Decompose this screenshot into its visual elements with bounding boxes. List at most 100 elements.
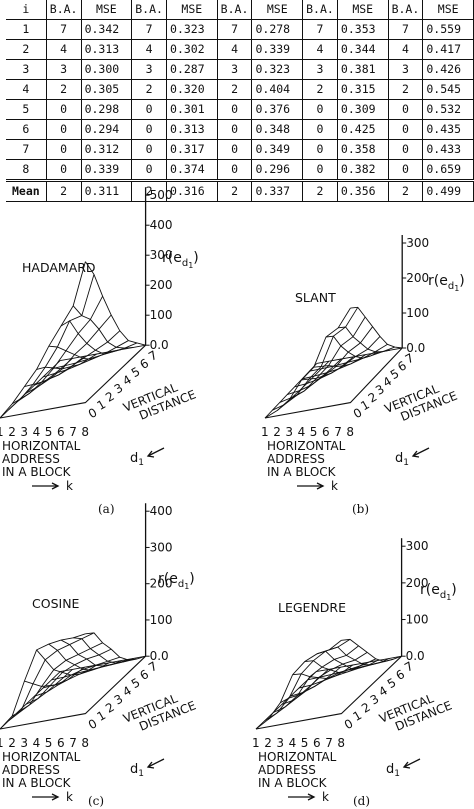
surface-line-d xyxy=(72,305,134,349)
z-tick-label: 100 xyxy=(406,306,429,320)
x-tick-label: 1 xyxy=(261,425,269,439)
figure-caption: (b) xyxy=(352,502,369,516)
z-axis-label: r(ed1) xyxy=(428,273,465,293)
surface-line-k xyxy=(42,340,129,378)
x-axis-label: ADDRESS xyxy=(267,452,325,466)
surface-line-d xyxy=(280,666,341,703)
z-tick-label: 300 xyxy=(150,540,173,554)
z-tick-label: 400 xyxy=(150,504,173,518)
table-cell: Mean xyxy=(6,179,47,202)
x-tick-label: 3 xyxy=(20,425,28,439)
surface-line-k xyxy=(0,261,86,419)
surface-line-d xyxy=(36,353,98,370)
x-tick-label: 7 xyxy=(334,425,342,439)
surface-line-d xyxy=(289,358,342,400)
z-tick-label: 200 xyxy=(406,576,429,590)
y-direction-arrow xyxy=(147,447,165,457)
z-tick-label: 200 xyxy=(150,278,173,292)
table-cell: 2 xyxy=(387,179,424,202)
x-tick-label: 8 xyxy=(81,736,89,750)
surface-line-d xyxy=(73,637,134,664)
surface-line-d xyxy=(350,306,403,349)
figure-caption: (c) xyxy=(88,794,104,808)
plot-title: LEGENDRE xyxy=(278,600,346,615)
y-variable-label: d1 xyxy=(386,762,400,779)
table-cell: 0.300 xyxy=(80,59,133,80)
table-header-cell: B.A. xyxy=(216,0,253,20)
table-row: 4 2 0.305 2 0.320 2 0.404 2 0.315 2 0.545 xyxy=(6,79,474,100)
ba-mse-table: i B.A. MSE B.A. MSE B.A. MSE B.A. MSE B.… xyxy=(6,0,474,202)
x-tick-label: 7 xyxy=(325,736,333,750)
x-tick-label: 6 xyxy=(57,425,65,439)
x-axis-label: IN A BLOCK xyxy=(2,776,72,790)
x-tick-label: 7 xyxy=(69,736,77,750)
z-tick-label: 300 xyxy=(406,539,429,553)
x-axis-label: IN A BLOCK xyxy=(258,776,328,790)
y-variable-label: d1 xyxy=(130,451,144,468)
z-tick-label: 0.0 xyxy=(406,649,425,663)
y-direction-arrowhead xyxy=(146,761,155,769)
x-variable-label: k xyxy=(331,479,338,493)
table-cell: 0.356 xyxy=(336,179,389,202)
surface-line-d xyxy=(255,671,317,730)
x-tick-label: 4 xyxy=(33,736,41,750)
table-cell: 2 xyxy=(302,79,338,100)
x-tick-label: 2 xyxy=(8,736,16,750)
x-tick-label: 3 xyxy=(285,425,293,439)
table-cell: 3 xyxy=(216,59,253,80)
x-tick-label: 8 xyxy=(346,425,354,439)
table-cell: 0.559 xyxy=(422,19,474,40)
table-mean-row: Mean 2 0.311 2 0.316 2 0.337 2 0.356 2 0.499 xyxy=(6,179,474,202)
table-cell: 0 xyxy=(216,139,253,160)
surface-plot-cosine: 0.0100200300400r(ed1)1234567876543210VER… xyxy=(0,503,198,808)
x-axis-label: IN A BLOCK xyxy=(267,465,337,479)
table-row: 8 0 0.339 0 0.374 0 0.296 0 0.382 0 0.659 xyxy=(6,159,474,181)
z-axis-label: r(ed1) xyxy=(162,250,199,270)
x-tick-label: 5 xyxy=(45,425,53,439)
y-direction-arrowhead xyxy=(402,761,411,769)
x-axis-label: HORIZONTAL xyxy=(2,439,81,453)
table-body: 1 7 0.342 7 0.323 7 0.278 7 0.353 7 0.559 2 4 0.313 4 0… xyxy=(6,19,474,202)
z-axis-label: r(ed1) xyxy=(420,582,457,602)
surface-line-d xyxy=(60,320,122,355)
table-cell: 0.344 xyxy=(336,39,389,60)
surface-line-d xyxy=(267,669,329,720)
surface-line-d xyxy=(85,632,146,661)
x-axis-label: HORIZONTAL xyxy=(258,750,337,764)
table-cell: 0.426 xyxy=(422,59,474,80)
surface-line-d xyxy=(301,356,354,381)
table-cell: 0.417 xyxy=(422,39,474,60)
table-cell: 0.337 xyxy=(251,179,304,202)
table-cell: 0.323 xyxy=(251,59,304,80)
surface-line-d xyxy=(60,639,122,667)
y-variable-label: d1 xyxy=(395,451,409,468)
table-cell: 0.316 xyxy=(166,179,218,202)
x-tick-label: 1 xyxy=(0,425,4,439)
x-tick-label: 5 xyxy=(45,736,53,750)
surface-line-d xyxy=(341,638,402,663)
table-header-cell: MSE xyxy=(80,0,133,20)
figure-caption: (a) xyxy=(98,502,115,516)
x-tick-label: 6 xyxy=(57,736,65,750)
z-tick-label: 200 xyxy=(406,271,429,285)
table-row: 3 3 0.300 3 0.287 3 0.323 3 0.381 3 0.426 xyxy=(6,59,474,80)
z-tick-label: 300 xyxy=(406,236,429,250)
x-tick-label: 5 xyxy=(310,425,318,439)
z-tick-label: 200 xyxy=(150,577,173,591)
x-tick-label: 4 xyxy=(298,425,306,439)
plot-title: COSINE xyxy=(32,596,80,611)
surface-line-k xyxy=(309,346,395,372)
x-direction-arrowhead xyxy=(51,482,60,490)
base-edge xyxy=(264,347,403,419)
x-tick-label: 7 xyxy=(69,425,77,439)
z-tick-label: 100 xyxy=(150,308,173,322)
x-tick-label: 2 xyxy=(273,425,281,439)
x-direction-arrowhead xyxy=(51,793,60,801)
table-row: 2 4 0.313 4 0.302 4 0.339 4 0.344 4 0.417 xyxy=(6,39,474,60)
y-direction-arrowhead xyxy=(411,450,420,458)
z-tick-label: 300 xyxy=(150,248,173,262)
table-cell: 0.298 xyxy=(80,99,133,120)
z-tick-label: 400 xyxy=(150,218,173,232)
